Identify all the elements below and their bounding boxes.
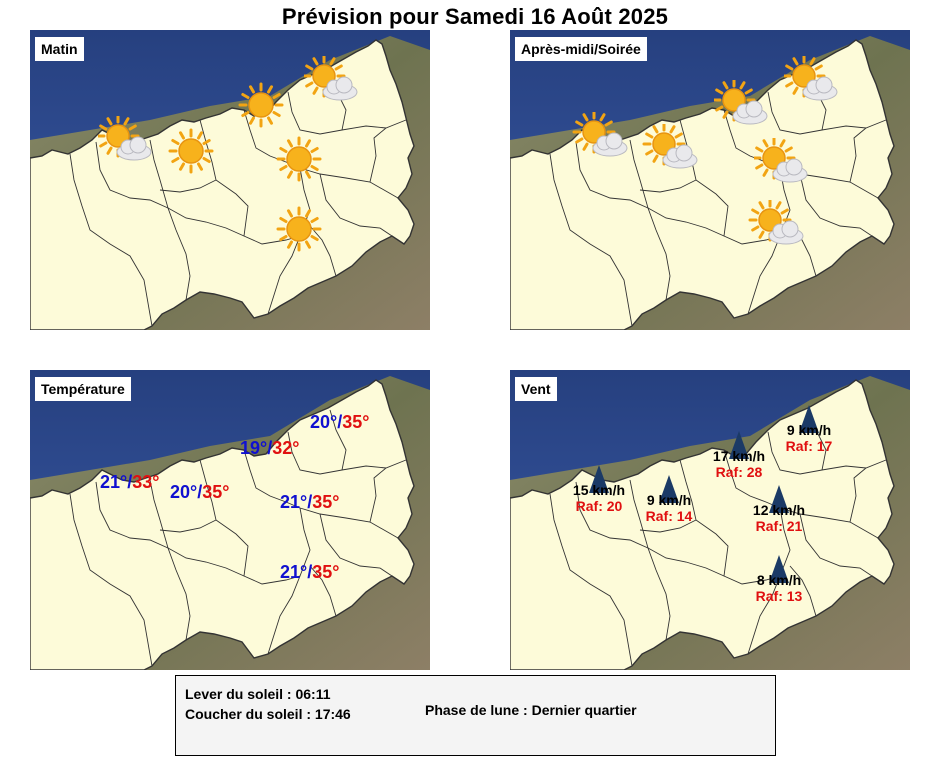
wind-arrow-icon [769,485,789,513]
sun-cloud-icon [302,54,360,109]
region-map [30,370,430,670]
temperature-value: 20°/35° [170,482,230,502]
region-map [30,30,430,330]
wind-station: 8 km/h Raf: 13 [744,554,814,604]
region-map [510,370,910,670]
wind-station: 9 km/h Raf: 14 [634,474,704,524]
panel-label-morning: Matin [35,37,84,61]
sun-cloud-icon [572,110,632,165]
temperature-value: 21°/35° [280,562,340,582]
sun-cloud-icon [782,54,840,109]
sun-icon [276,136,322,187]
sun-cloud-icon [642,122,702,177]
wind-station: 17 km/h Raf: 28 [704,430,774,480]
sunrise-text: Lever du soleil : 06:11 [185,686,331,702]
wind-station: 9 km/h Raf: 17 [774,404,844,454]
temperature-values-layer: 21°/33° 20°/35° 19°/32° 20°/35° 21°/35° … [30,370,430,670]
sun-cloud-icon [712,78,770,133]
temperature-value: 20°/35° [310,412,370,432]
morning-forecast-panel: Matin [30,30,430,330]
wind-arrow-icon [769,555,789,583]
panel-label-afternoon: Après-midi/Soirée [515,37,647,61]
panel-label-wind: Vent [515,377,557,401]
sun-icon [238,82,284,133]
afternoon-icons-layer [510,30,910,330]
wind-arrow-icon [799,405,819,433]
temperature-value: 19°/32° [240,438,300,458]
wind-values-layer: 15 km/h Raf: 20 9 km/h Raf: 14 17 km/h R… [510,370,910,670]
temperature-value: 21°/35° [280,492,340,512]
temperature-panel: Température 21°/33° 20°/35° 19°/32° 20°/… [30,370,430,670]
sunset-text: Coucher du soleil : 17:46 [185,706,351,722]
sun-icon [168,128,214,179]
sun-cloud-icon [748,198,808,253]
page-title: Prévision pour Samedi 16 Août 2025 [281,4,669,29]
sun-cloud-icon [96,114,154,169]
sun-icon [276,206,322,257]
wind-arrow-icon [589,465,609,493]
ephemeris-box: Lever du soleil : 06:11 Coucher du solei… [175,675,776,756]
wind-panel: Vent 15 km/h Raf: 20 9 km/h Raf: 14 17 k… [510,370,910,670]
afternoon-forecast-panel: Après-midi/Soirée [510,30,910,330]
sun-cloud-icon [752,136,810,191]
wind-arrow-icon [659,475,679,503]
morning-icons-layer [30,30,430,330]
wind-station: 15 km/h Raf: 20 [564,464,634,514]
wind-arrow-icon [729,431,749,459]
region-map [510,30,910,330]
panel-label-temperature: Température [35,377,131,401]
moon-phase-text: Phase de lune : Dernier quartier [425,702,637,718]
temperature-value: 21°/33° [100,472,160,492]
wind-station: 12 km/h Raf: 21 [744,484,814,534]
